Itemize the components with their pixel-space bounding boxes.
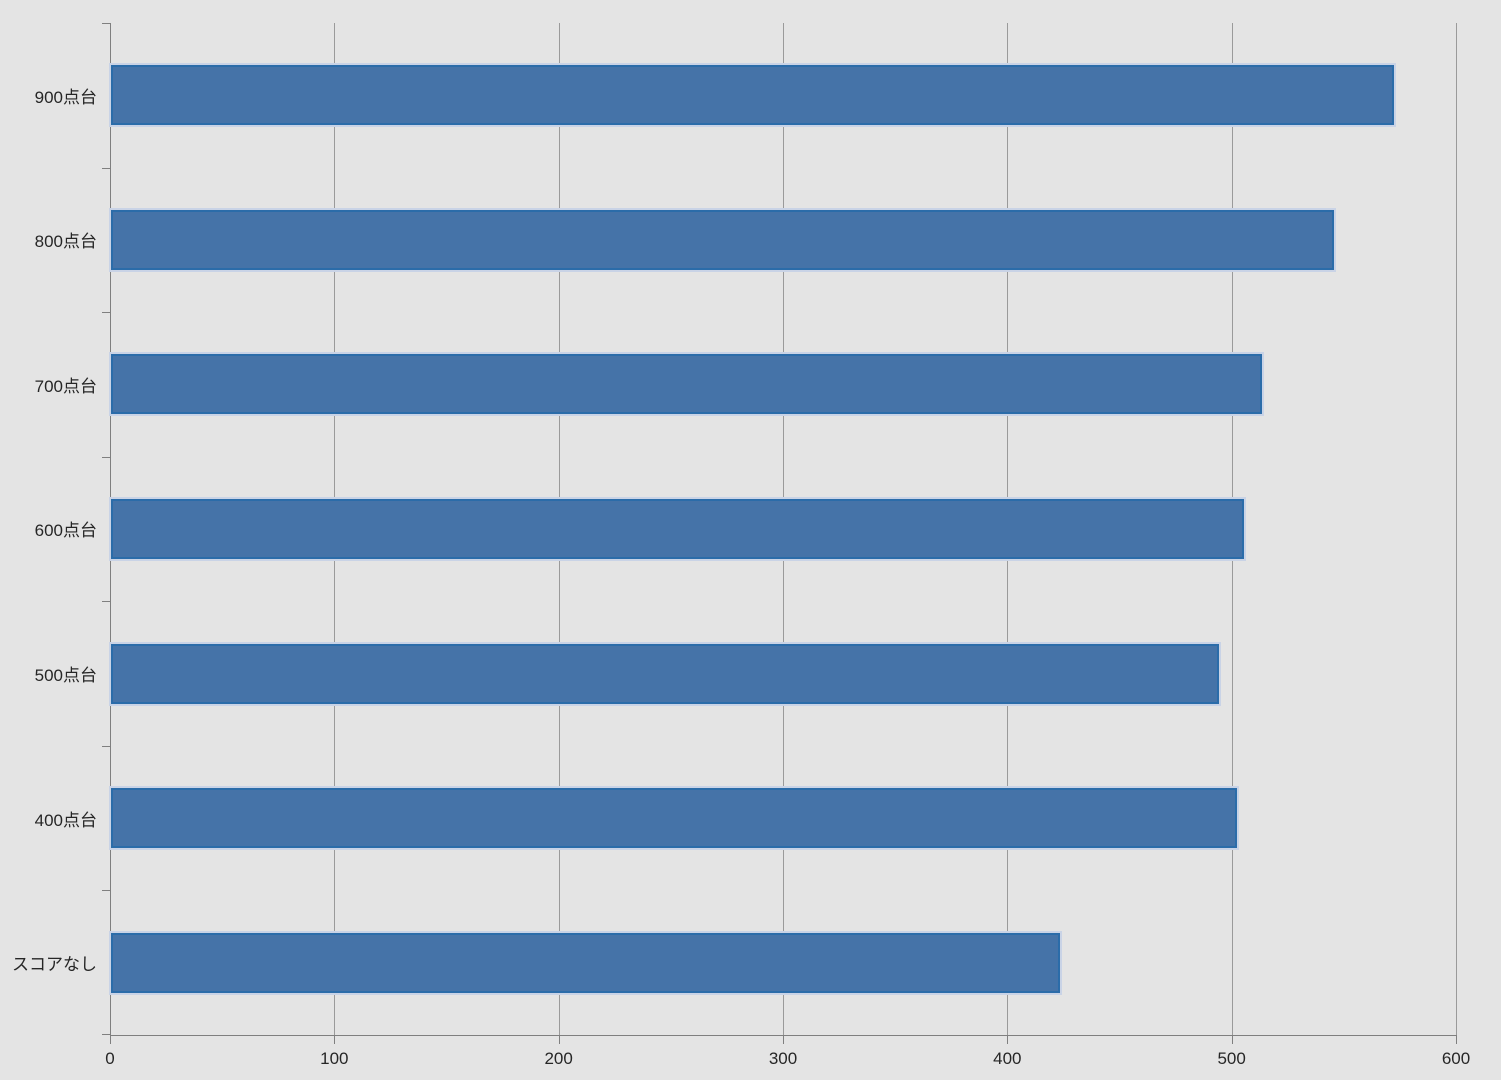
x-axis-tick-label: 400 xyxy=(993,1049,1022,1068)
x-axis-tick xyxy=(110,1036,111,1044)
category-label: スコアなし xyxy=(12,955,97,975)
category-label: 800点台 xyxy=(34,232,97,252)
x-axis-tick xyxy=(1456,1036,1457,1044)
bar-row xyxy=(108,23,1457,168)
bar-row xyxy=(109,168,1457,313)
category-axis-labels: 900点台 800点台 700点台 600点台 500点台 400点台スコアなし xyxy=(0,23,110,1035)
x-axis-tick-label: 300 xyxy=(768,1049,798,1068)
x-axis-tick-label: 600 xyxy=(1441,1049,1471,1068)
x-axis-tick-label: 500 xyxy=(1217,1049,1246,1068)
bar-row xyxy=(108,746,1457,891)
bar-row xyxy=(108,601,1457,746)
x-axis-tick xyxy=(1007,1036,1009,1044)
bar-500点台 xyxy=(108,641,1222,706)
x-axis-tick xyxy=(1231,1036,1233,1044)
bar-スコアなし xyxy=(109,930,1062,995)
x-axis-tick xyxy=(334,1036,336,1044)
category-label: 600点台 xyxy=(34,521,97,541)
y-axis-tick xyxy=(102,457,110,458)
plot-area xyxy=(102,23,1457,1044)
bar-row xyxy=(109,890,1457,1035)
x-axis-tick-label: 100 xyxy=(320,1049,349,1068)
x-axis-tick xyxy=(558,1036,560,1044)
x-axis-tick xyxy=(783,1036,784,1044)
bar-700点台 xyxy=(109,352,1264,417)
bar-row xyxy=(109,457,1457,602)
bar-800点台 xyxy=(109,207,1336,272)
y-axis-tick xyxy=(102,168,110,169)
bar-600点台 xyxy=(109,496,1246,561)
bar-row xyxy=(109,312,1457,457)
x-axis-tick-label: 200 xyxy=(544,1049,573,1068)
gridline-x-600 xyxy=(1456,23,1457,1035)
category-label: 900点台 xyxy=(34,87,97,107)
x-axis-tick-label: 0 xyxy=(105,1049,115,1068)
y-axis-tick xyxy=(102,601,110,602)
value-axis-labels: 0 100 200 300 400 500 600 xyxy=(105,1035,1470,1075)
category-label: 500点台 xyxy=(34,666,97,686)
y-axis-tick xyxy=(102,312,110,313)
y-axis-tick xyxy=(102,1034,110,1035)
y-axis-tick xyxy=(102,23,110,24)
bar-900点台 xyxy=(108,63,1397,128)
bar-400点台 xyxy=(108,786,1240,851)
y-axis-tick xyxy=(102,746,110,747)
category-label: 700点台 xyxy=(34,376,97,396)
category-label: 400点台 xyxy=(34,810,97,830)
y-axis-tick xyxy=(102,890,110,891)
